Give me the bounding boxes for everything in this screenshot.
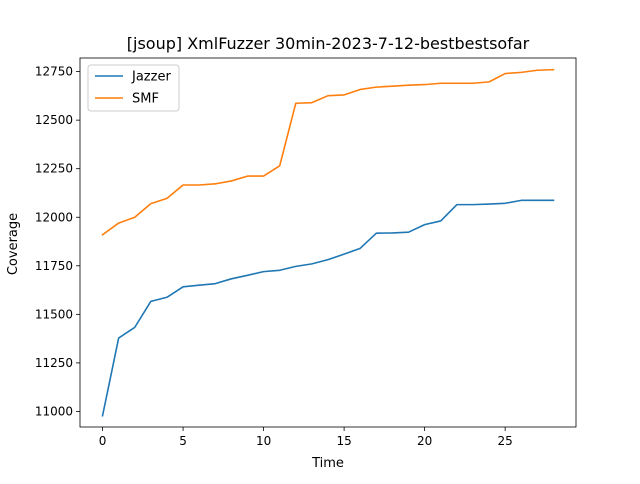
y-tick-label: 11250 <box>35 356 73 370</box>
legend: Jazzer SMF <box>87 64 180 112</box>
series-layer <box>101 68 555 417</box>
legend-label-jazzer: Jazzer <box>131 70 171 85</box>
legend-label-smf: SMF <box>132 92 159 107</box>
y-tick-label: 12000 <box>35 210 73 224</box>
plot-frame <box>79 57 577 428</box>
y-tick-label: 12500 <box>35 113 73 127</box>
y-tick-label: 12750 <box>35 65 73 79</box>
x-axis-label: Time <box>311 456 344 471</box>
y-tick-label: 11500 <box>35 307 73 321</box>
y-tick-label: 11750 <box>35 259 73 273</box>
x-tick-label: 25 <box>498 434 513 448</box>
x-tick-label: 15 <box>336 434 351 448</box>
axes-layer: 0 5 10 15 20 25 11000 11250 11500 11750 12000 12250… <box>35 57 577 448</box>
y-tick-label: 12250 <box>35 162 73 176</box>
x-tick-label: 10 <box>256 434 271 448</box>
x-tick-label: 20 <box>417 434 432 448</box>
y-axis-label: Coverage <box>6 213 21 275</box>
chart-title: [jsoup] XmlFuzzer 30min-2023-7-12-bestbe… <box>127 34 530 53</box>
series-line-jazzer <box>101 199 555 417</box>
x-tick-label: 0 <box>99 434 107 448</box>
x-tick-label: 5 <box>179 434 187 448</box>
series-line-smf <box>101 68 555 236</box>
y-tick-label: 11000 <box>35 404 73 418</box>
